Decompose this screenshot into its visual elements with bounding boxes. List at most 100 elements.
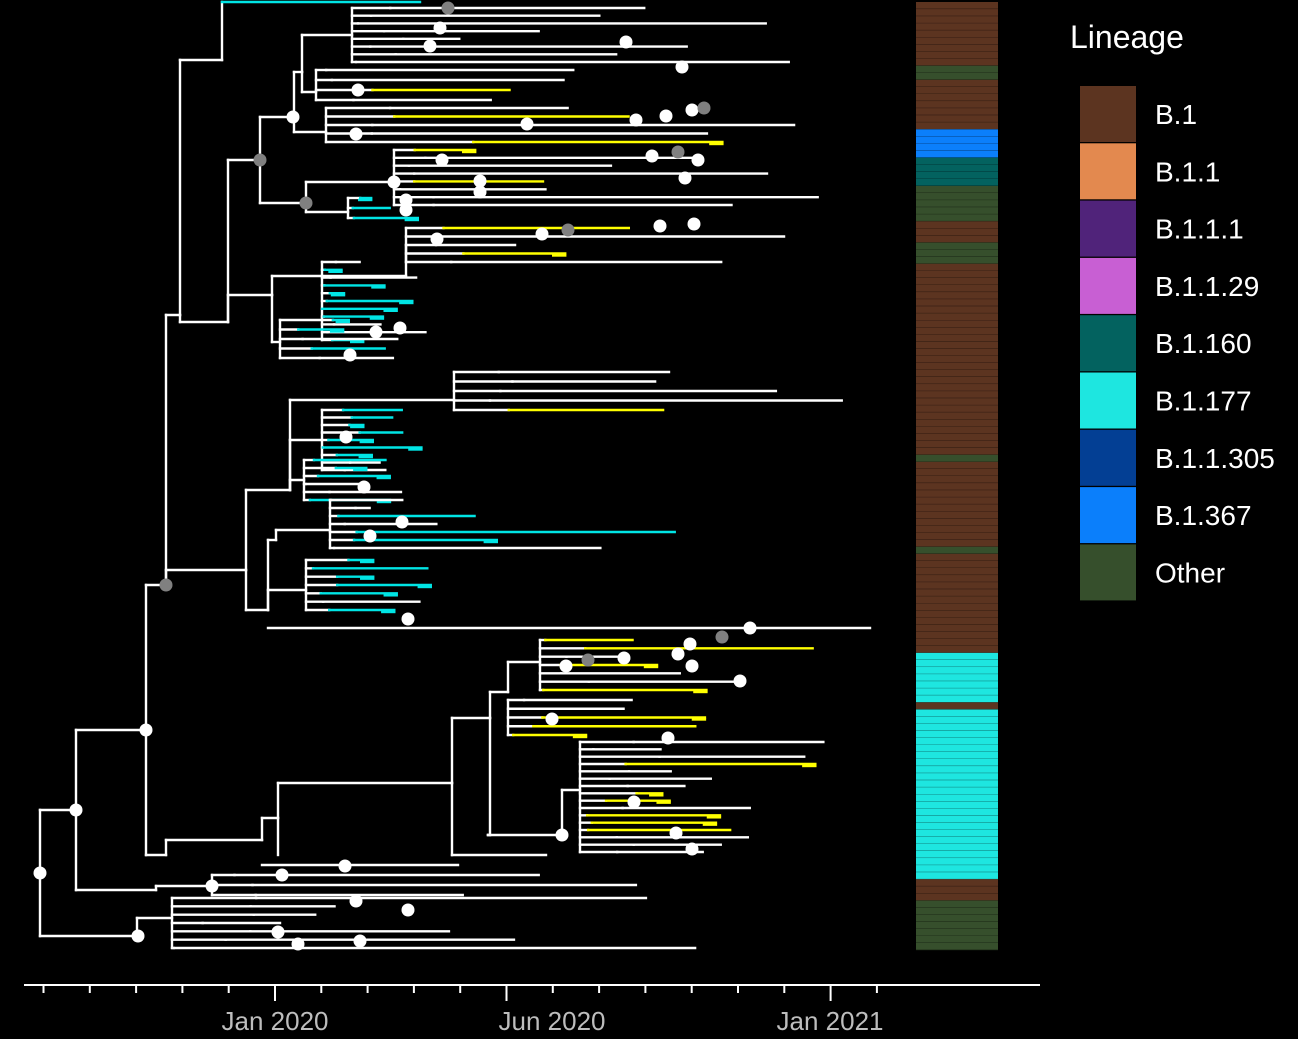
tree-node <box>733 674 747 688</box>
lineage-cell <box>916 787 998 795</box>
lineage-cell <box>916 610 998 618</box>
legend-swatch <box>1080 200 1136 257</box>
lineage-cell <box>916 780 998 788</box>
lineage-cell <box>916 193 998 201</box>
tree-node <box>401 612 415 626</box>
lineage-cell <box>916 270 998 279</box>
tree-node <box>353 934 367 948</box>
tree-node <box>399 203 413 217</box>
legend-swatch <box>1080 372 1136 429</box>
tree-node <box>691 153 705 167</box>
lineage-cell <box>916 136 998 144</box>
tree-node <box>683 637 697 651</box>
tree-node <box>286 110 300 124</box>
tree-node <box>435 153 449 167</box>
lineage-cell <box>916 341 998 349</box>
tree-node <box>743 621 757 635</box>
lineage-cell <box>916 808 998 816</box>
tree-node <box>627 795 641 809</box>
lineage-cell <box>916 23 998 31</box>
tree-node <box>399 193 413 207</box>
lineage-cell <box>916 101 998 109</box>
tree-node <box>675 60 689 74</box>
lineage-cell <box>916 306 998 314</box>
lineage-cell <box>916 921 998 929</box>
legend-label: B.1.367 <box>1155 500 1252 531</box>
tree-node <box>69 803 83 817</box>
lineage-cell <box>916 624 998 632</box>
lineage-cell <box>916 320 998 328</box>
tree-node <box>139 723 153 737</box>
lineage-cell <box>916 263 998 272</box>
legend-label: B.1.177 <box>1155 386 1252 417</box>
lineage-cell <box>916 256 998 264</box>
tree-node <box>671 145 685 159</box>
legend-title: Lineage <box>1070 19 1184 55</box>
lineage-cell <box>916 723 998 731</box>
lineage-cell <box>916 200 998 208</box>
lineage-cell <box>916 426 998 434</box>
tree-node <box>387 175 401 189</box>
lineage-cell <box>916 398 998 406</box>
legend-swatch <box>1080 487 1136 544</box>
tree-node <box>669 826 683 840</box>
lineage-cell <box>916 16 998 24</box>
tree-node <box>253 153 267 167</box>
tree-node <box>275 868 289 882</box>
lineage-cell <box>916 603 998 611</box>
lineage-cell <box>916 284 998 293</box>
lineage-cell <box>916 292 998 300</box>
tree <box>33 0 872 951</box>
tree-node <box>131 929 145 943</box>
tree-node <box>33 866 47 880</box>
lineage-cell <box>916 709 998 717</box>
lineage-cell <box>916 681 998 689</box>
lineage-cell <box>916 801 998 809</box>
legend-swatch <box>1080 429 1136 486</box>
lineage-cell <box>916 221 998 229</box>
lineage-cell <box>916 942 998 951</box>
lineage-cell <box>916 596 998 604</box>
lineage-cell <box>916 758 998 767</box>
lineage-cell <box>916 872 998 880</box>
tree-node <box>473 174 487 188</box>
lineage-cell <box>916 829 998 837</box>
lineage-cell <box>916 355 998 363</box>
tree-node <box>393 321 407 335</box>
lineage-cell <box>916 242 998 250</box>
tree-node <box>685 659 699 673</box>
tree-node <box>159 578 173 592</box>
tree-node <box>291 937 305 951</box>
lineage-cell <box>916 815 998 823</box>
lineage-cell <box>916 511 998 519</box>
tree-node <box>617 651 631 665</box>
lineage-cell <box>916 794 998 802</box>
lineage-cell <box>916 893 998 901</box>
lineage-cell <box>916 879 998 887</box>
lineage-cell <box>916 86 998 95</box>
lineage-cell <box>916 546 998 555</box>
lineage-cell <box>916 348 998 356</box>
lineage-cell <box>916 688 998 696</box>
legend-swatch <box>1080 315 1136 372</box>
lineage-cell <box>916 695 998 703</box>
tree-node <box>697 101 711 115</box>
lineage-cell <box>916 476 998 484</box>
lineage-cell <box>916 108 998 116</box>
legend-swatch <box>1080 86 1136 142</box>
lineage-cell <box>916 235 998 243</box>
lineage-cell <box>916 214 998 222</box>
lineage-cell <box>916 412 998 420</box>
lineage-cell <box>916 730 998 738</box>
lineage-cell <box>916 405 998 413</box>
lineage-cell <box>916 362 998 371</box>
lineage-cell <box>916 72 998 81</box>
lineage-cell <box>916 44 998 52</box>
lineage-cell <box>916 638 998 646</box>
lineage-cell <box>916 2 998 10</box>
lineage-cell <box>916 525 998 533</box>
tree-node <box>363 529 377 543</box>
tree-node <box>678 171 692 185</box>
lineage-cell <box>916 589 998 597</box>
